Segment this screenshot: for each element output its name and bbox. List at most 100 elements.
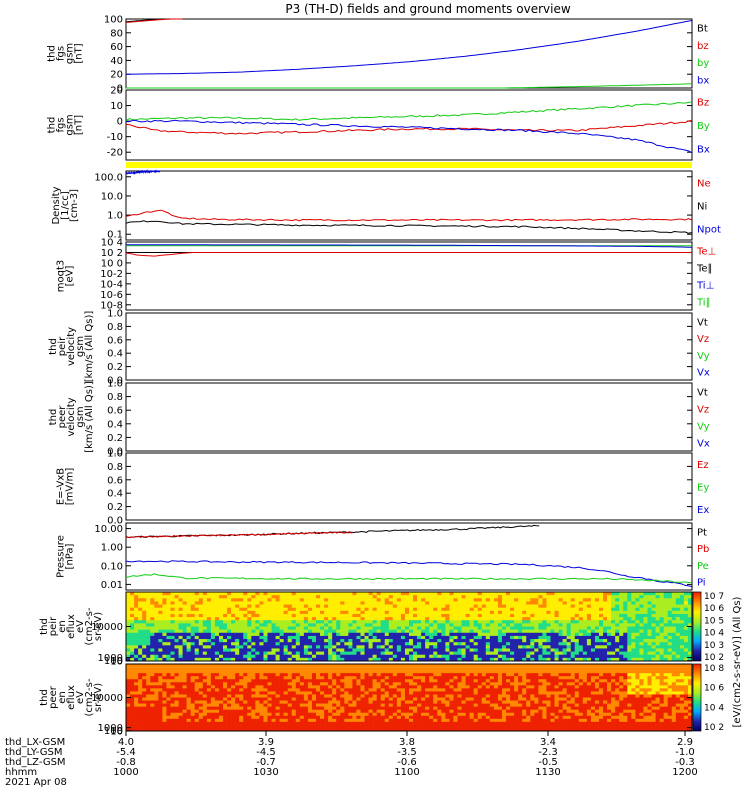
spectrogram-cell: [679, 651, 685, 656]
spectrogram-cell: [534, 601, 539, 605]
spectrogram-cell: [586, 632, 592, 637]
spectrogram-cell: [611, 629, 616, 634]
spectrogram-cell: [594, 617, 600, 621]
spectrogram-cell: [372, 679, 377, 683]
spectrogram-cell: [538, 617, 543, 621]
spectrogram-cell: [425, 601, 430, 605]
spectrogram-cell: [643, 595, 648, 599]
spectrogram-cell: [493, 626, 499, 630]
spectrogram-cell: [255, 595, 260, 599]
spectrogram-cell: [283, 632, 289, 637]
spectrogram-cell: [283, 715, 289, 720]
y-axis-label: thd: [39, 618, 50, 635]
spectrogram-cell: [542, 610, 547, 615]
spectrogram-cell: [291, 592, 297, 596]
spectrogram-cell: [307, 620, 313, 624]
spectrogram-cell: [320, 623, 325, 627]
spectrogram-cell: [473, 613, 479, 618]
spectrogram-cell: [239, 598, 244, 602]
spectrogram-cell: [235, 617, 240, 621]
spectrogram-cell: [340, 667, 345, 671]
spectrogram-cell: [332, 607, 337, 612]
spectrogram-cell: [178, 595, 183, 599]
spectrogram-cell: [210, 673, 216, 677]
spectrogram-cell: [501, 632, 507, 637]
spectrogram-cell: [437, 613, 442, 618]
spectrogram-cell: [218, 721, 224, 726]
spectrogram-cell: [619, 592, 624, 596]
spectrogram-cell: [647, 651, 652, 656]
spectrogram-cell: [243, 715, 248, 720]
spectrogram-cell: [186, 657, 191, 662]
spectrogram-cell: [231, 703, 236, 707]
spectrogram-cell: [364, 694, 369, 698]
spectrogram-cell: [186, 648, 191, 652]
spectrogram-cell: [425, 642, 430, 646]
spectrogram-cell: [364, 601, 369, 605]
spectrogram-cell: [146, 724, 151, 729]
spectrogram-cell: [590, 613, 596, 618]
spectrogram-cell: [198, 639, 204, 643]
spectrogram-cell: [210, 697, 216, 701]
spectrogram-cell: [251, 654, 256, 659]
spectrogram-cell: [518, 639, 523, 643]
spectrogram-cell: [194, 697, 200, 701]
spectrogram-cell: [336, 712, 341, 717]
spectrogram-cell: [417, 718, 422, 723]
spectrogram-cell: [307, 688, 313, 692]
spectrogram-cell: [396, 648, 402, 652]
legend-entry: Ex: [697, 505, 709, 516]
spectrogram-cell: [627, 639, 632, 643]
spectrogram-cell: [352, 700, 357, 704]
spectrogram-cell: [259, 670, 264, 674]
spectrogram-cell: [158, 721, 163, 726]
spectrogram-cell: [316, 685, 321, 689]
spectrogram-cell: [186, 642, 191, 646]
spectrogram-cell: [166, 694, 171, 698]
spectrogram-cell: [243, 648, 248, 652]
spectrogram-cell: [429, 613, 434, 618]
spectrogram-cell: [348, 679, 353, 683]
spectrogram-cell: [599, 604, 604, 608]
spectrogram-cell: [202, 670, 208, 674]
y-tick-label: 1.0: [107, 449, 123, 460]
spectrogram-cell: [202, 601, 208, 605]
spectrogram-cell: [506, 623, 511, 627]
spectrogram-cell: [158, 718, 163, 723]
spectrogram-cell: [210, 635, 216, 640]
spectrogram-cell: [400, 654, 406, 659]
spectrogram-cell: [501, 620, 507, 624]
spectrogram-cell: [174, 664, 179, 668]
spectrogram-cell: [295, 712, 301, 717]
spectrogram-cell: [348, 670, 353, 674]
spectrogram-cell: [186, 673, 191, 677]
spectrogram-cell: [255, 613, 260, 618]
spectrogram-cell: [166, 724, 171, 729]
spectrogram-cell: [146, 626, 151, 630]
spectrogram-cell: [679, 657, 685, 662]
spectrogram-cell: [396, 664, 402, 668]
spectrogram-cell: [380, 617, 386, 621]
spectrogram-cell: [214, 629, 220, 634]
spectrogram-cell: [223, 697, 228, 701]
spectrogram-cell: [441, 620, 446, 624]
spectrogram-cell: [465, 654, 470, 659]
spectrogram-cell: [481, 645, 487, 649]
spectrogram-cell: [206, 703, 212, 707]
spectrogram-cell: [267, 648, 272, 652]
spectrogram-cell: [437, 632, 442, 637]
spectrogram-cell: [550, 598, 555, 602]
spectrogram-cell: [247, 610, 252, 615]
spectrogram-cell: [635, 648, 640, 652]
spectrogram-cell: [392, 632, 398, 637]
spectrogram-cell: [396, 639, 402, 643]
spectrogram-cell: [279, 712, 284, 717]
spectrogram-cell: [190, 685, 196, 689]
spectrogram-cell: [675, 639, 681, 643]
spectrogram-cell: [275, 724, 280, 729]
spectrogram-cell: [384, 724, 390, 729]
spectrogram-cell: [324, 670, 329, 674]
spectrogram-cell: [445, 629, 450, 634]
spectrogram-cell: [429, 676, 434, 680]
spectrogram-cell: [392, 709, 398, 714]
